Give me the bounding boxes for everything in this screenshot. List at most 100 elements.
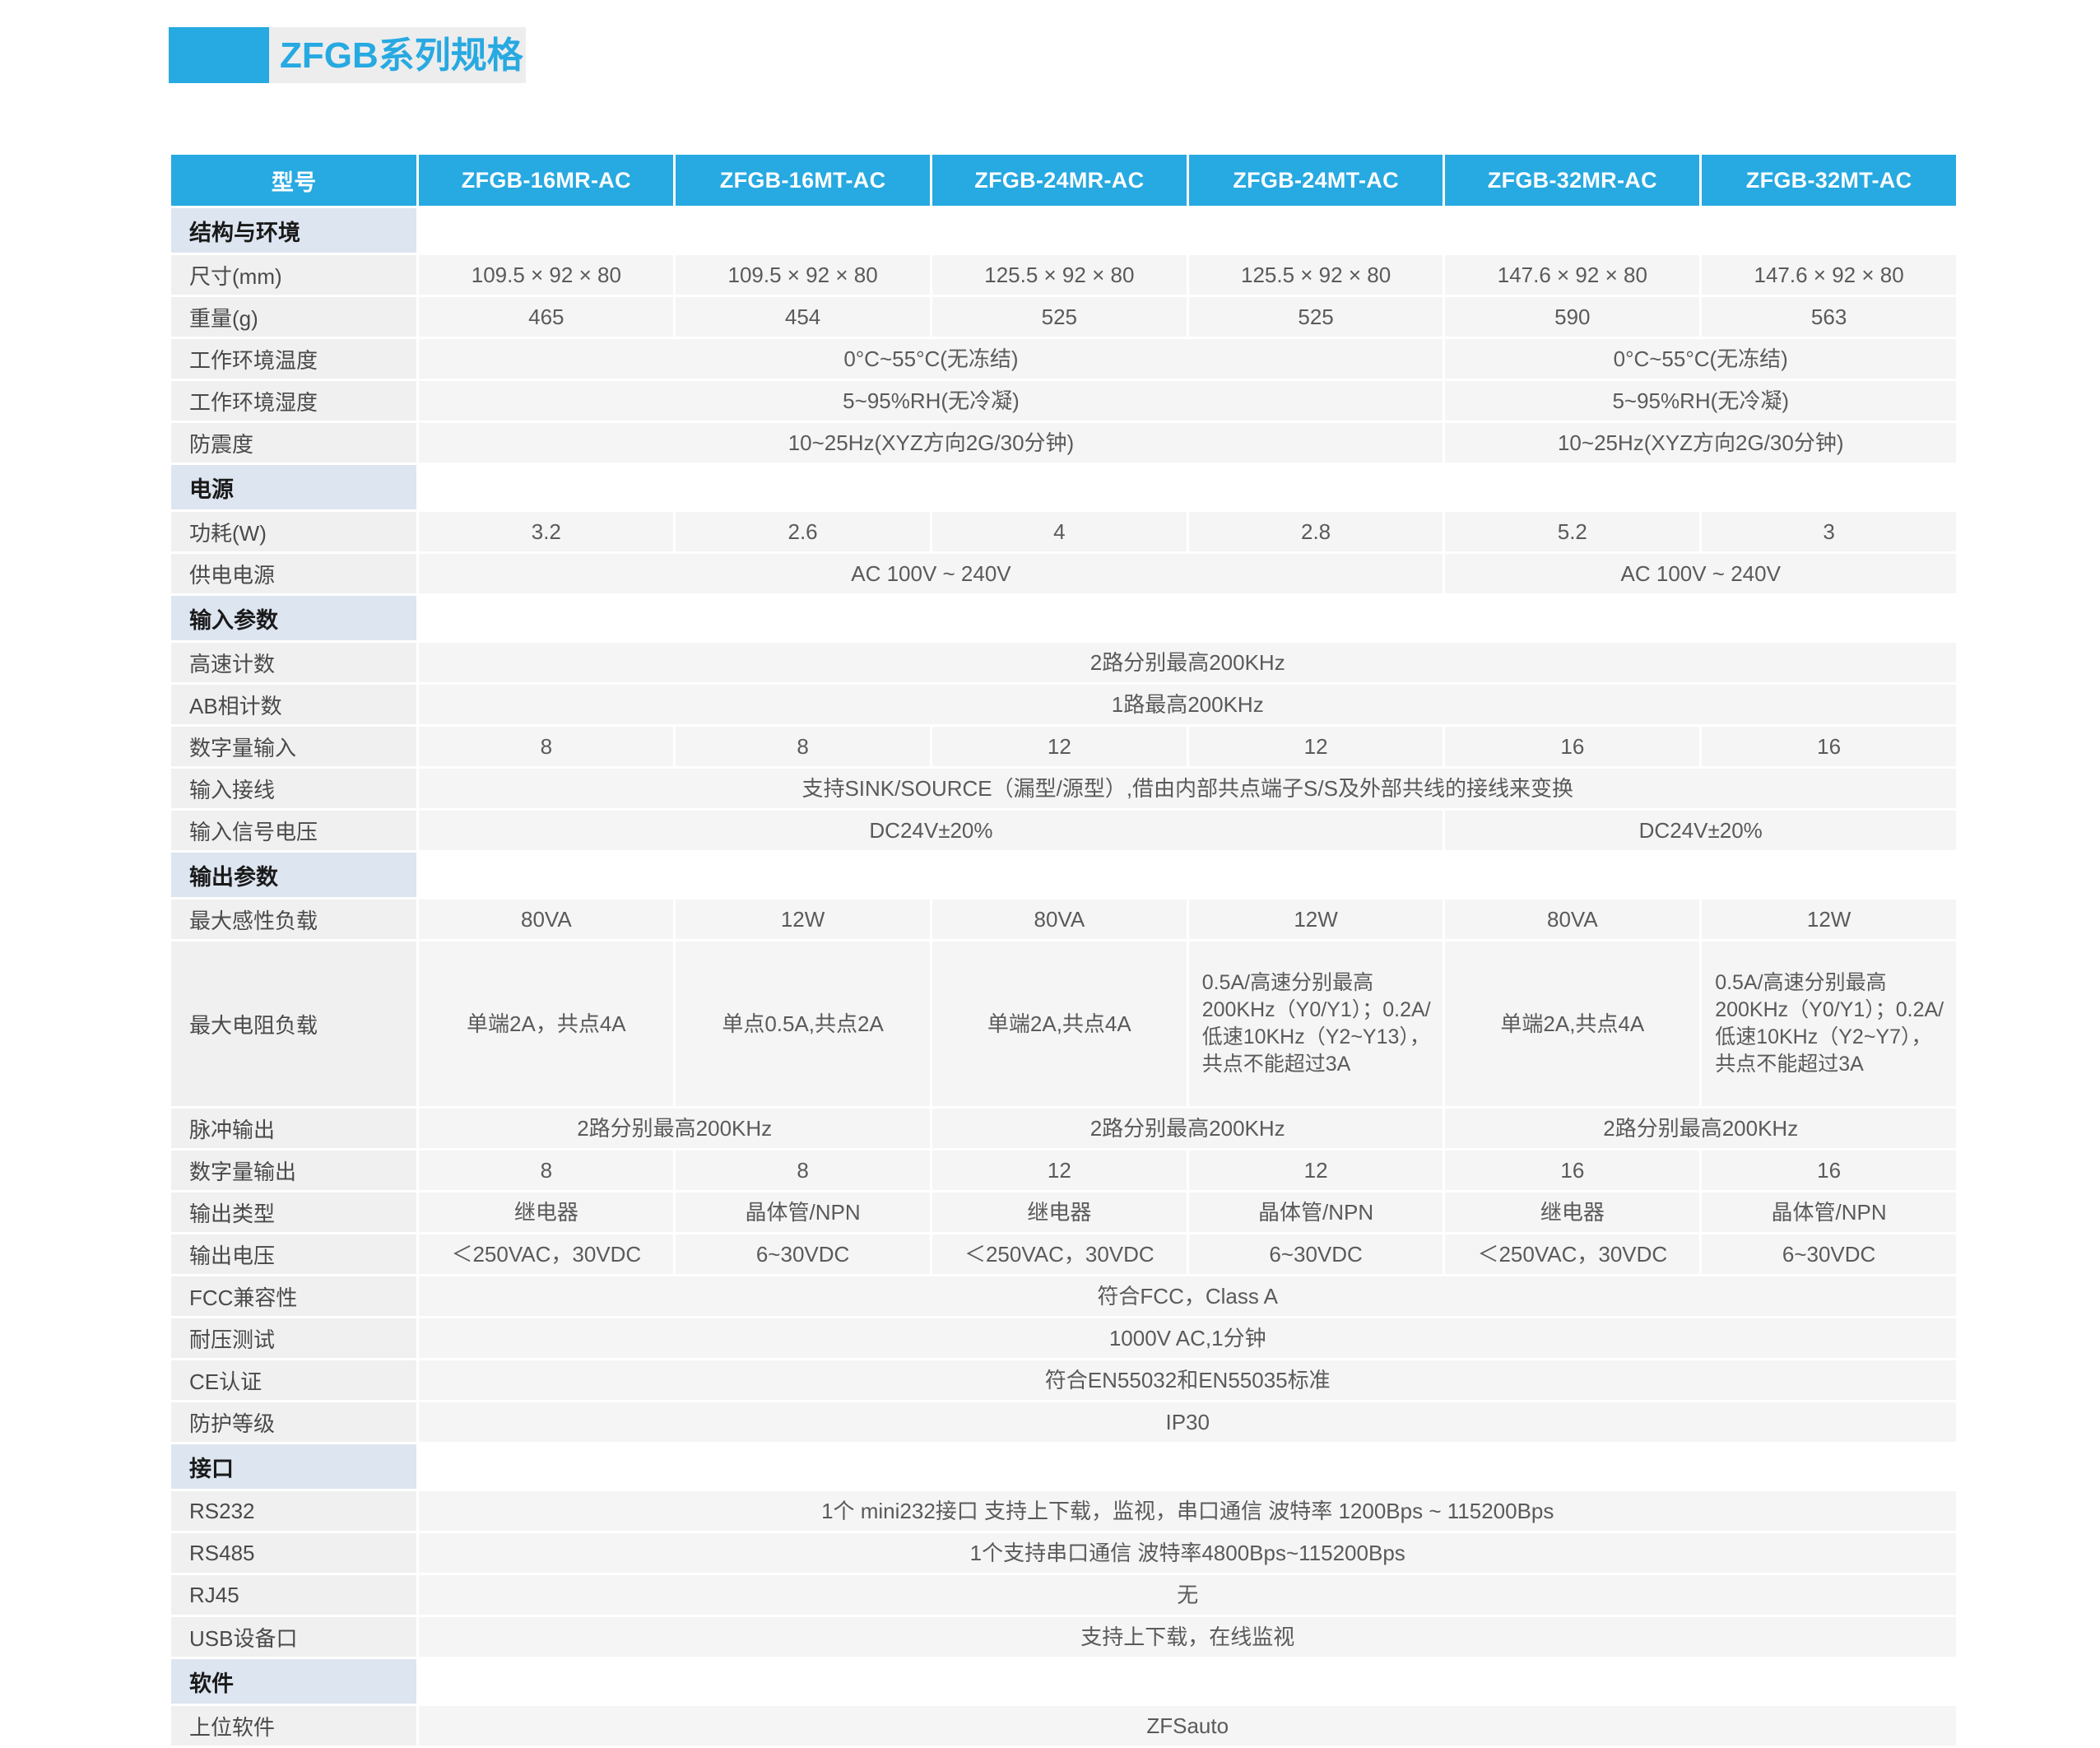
row-label: 最大感性负载 [171,900,417,939]
section-header-row: 接口 [171,1444,1956,1489]
row-label: 功耗(W) [171,512,417,551]
row-value-cell: 继电器 [419,1192,674,1232]
section-header-row: 输入参数 [171,596,1956,640]
row-value-cell: ＜250VAC，30VDC [1445,1234,1700,1274]
row-value-cell: 125.5 × 92 × 80 [1188,255,1443,295]
row-label: 输入信号电压 [171,811,417,850]
row-value-merged: DC24V±20% [419,811,1443,850]
page-title: ZFGB系列规格 [280,35,523,76]
header-cell-model-4: ZFGB-24MT-AC [1188,155,1443,206]
row-value-cell: 8 [676,1151,930,1190]
section-header-row: 结构与环境 [171,208,1956,253]
row-label: 重量(g) [171,297,417,337]
row-value-merged: 支持上下载，在线监视 [419,1617,1956,1657]
row-value-cell: 单端2A,共点4A [1445,941,1700,1106]
specification-table: 型号 ZFGB-16MR-AC ZFGB-16MT-AC ZFGB-24MR-AC ZF… [169,152,1958,1748]
row-value-merged: 10~25Hz(XYZ方向2G/30分钟) [1445,423,1956,463]
row-label: 输入接线 [171,769,417,808]
row-value-cell: 12 [932,1151,1187,1190]
table-row: 最大感性负载 80VA 12W 80VA 12W 80VA 12W [171,900,1956,939]
spec-sheet-page: ZFGB系列规格 型号 ZFGB-16MR-AC ZFGB-16MT-AC ZFGB-… [169,27,1956,1746]
section-header-row: 输出参数 [171,853,1956,897]
row-value-cell: 12W [676,900,930,939]
row-label: 耐压测试 [171,1318,417,1358]
row-value-cell: 465 [419,297,674,337]
row-value-merged: 符合EN55032和EN55035标准 [419,1360,1956,1400]
row-value-cell: 12 [1188,727,1443,766]
row-value-cell: 3.2 [419,512,674,551]
row-value-merged: AC 100V ~ 240V [419,554,1443,593]
title-accent-swatch [169,27,269,83]
section-header-row: 电源 [171,465,1956,509]
section-header-row: 软件 [171,1659,1956,1704]
table-row: 尺寸(mm) 109.5 × 92 × 80 109.5 × 92 × 80 125.… [171,255,1956,295]
row-label: 防震度 [171,423,417,463]
table-row: 重量(g) 465 454 525 525 590 563 [171,297,1956,337]
section-title: 电源 [171,465,417,509]
table-row: USB设备口 支持上下载，在线监视 [171,1617,1956,1657]
row-value-cell: 8 [419,1151,674,1190]
table-row: 高速计数 2路分别最高200KHz [171,643,1956,682]
row-label: 数字量输出 [171,1151,417,1190]
row-value-cell: 109.5 × 92 × 80 [419,255,674,295]
row-value-cell: 8 [676,727,930,766]
row-value-cell: 晶体管/NPN [676,1192,930,1232]
row-value-cell: 单点0.5A,共点2A [676,941,930,1106]
row-label: 供电电源 [171,554,417,593]
row-label: 上位软件 [171,1706,417,1746]
table-row: 输入信号电压 DC24V±20% DC24V±20% [171,811,1956,850]
row-value-cell: ＜250VAC，30VDC [932,1234,1187,1274]
row-value-cell: 80VA [419,900,674,939]
row-value-merged: 2路分别最高200KHz [1445,1109,1956,1148]
row-value-cell: 0.5A/高速分别最高200KHz（Y0/Y1）；0.2A/低速10KHz（Y2… [1702,941,1956,1106]
table-row: 防护等级 IP30 [171,1402,1956,1442]
row-value-merged: 符合FCC，Class A [419,1276,1956,1316]
row-value-cell: 80VA [932,900,1187,939]
row-value-merged: 2路分别最高200KHz [419,643,1956,682]
table-header-row: 型号 ZFGB-16MR-AC ZFGB-16MT-AC ZFGB-24MR-AC ZF… [171,155,1956,206]
section-title: 软件 [171,1659,417,1704]
row-value-cell: 3 [1702,512,1956,551]
row-value-cell: 109.5 × 92 × 80 [676,255,930,295]
row-value-merged: 0°C~55°C(无冻结) [419,339,1443,379]
row-value-cell: 454 [676,297,930,337]
header-cell-model-6: ZFGB-32MT-AC [1702,155,1956,206]
row-value-cell: 12W [1188,900,1443,939]
row-label: 高速计数 [171,643,417,682]
row-value-merged: 1路最高200KHz [419,685,1956,724]
row-label: 防护等级 [171,1402,417,1442]
row-value-cell: ＜250VAC，30VDC [419,1234,674,1274]
row-value-cell: 525 [932,297,1187,337]
row-value-cell: 6~30VDC [1702,1234,1956,1274]
table-row: RJ45 无 [171,1575,1956,1615]
table-row: CE认证 符合EN55032和EN55035标准 [171,1360,1956,1400]
row-value-cell: 16 [1702,1151,1956,1190]
section-title: 接口 [171,1444,417,1489]
row-value-cell: 继电器 [932,1192,1187,1232]
header-cell-model-1: ZFGB-16MR-AC [419,155,674,206]
row-value-merged: 0°C~55°C(无冻结) [1445,339,1956,379]
row-value-cell: 12W [1702,900,1956,939]
table-row: 上位软件 ZFSauto [171,1706,1956,1746]
row-value-cell: 继电器 [1445,1192,1700,1232]
row-value-cell: 16 [1445,1151,1700,1190]
row-label: AB相计数 [171,685,417,724]
section-spacer [419,596,1956,640]
row-value-cell: 8 [419,727,674,766]
row-label: 尺寸(mm) [171,255,417,295]
section-spacer [419,1659,1956,1704]
row-value-merged: 2路分别最高200KHz [932,1109,1443,1148]
table-row: 供电电源 AC 100V ~ 240V AC 100V ~ 240V [171,554,1956,593]
row-label: 工作环境温度 [171,339,417,379]
section-title: 结构与环境 [171,208,417,253]
row-value-cell: 2.6 [676,512,930,551]
row-value-cell: 2.8 [1188,512,1443,551]
row-value-merged: 支持SINK/SOURCE（漏型/源型）,借由内部共点端子S/S及外部共线的接线… [419,769,1956,808]
row-label: 脉冲输出 [171,1109,417,1148]
row-label: USB设备口 [171,1617,417,1657]
row-label: CE认证 [171,1360,417,1400]
row-value-merged: 5~95%RH(无冷凝) [419,381,1443,421]
table-row: AB相计数 1路最高200KHz [171,685,1956,724]
table-row: 功耗(W) 3.2 2.6 4 2.8 5.2 3 [171,512,1956,551]
row-value-merged: ZFSauto [419,1706,1956,1746]
